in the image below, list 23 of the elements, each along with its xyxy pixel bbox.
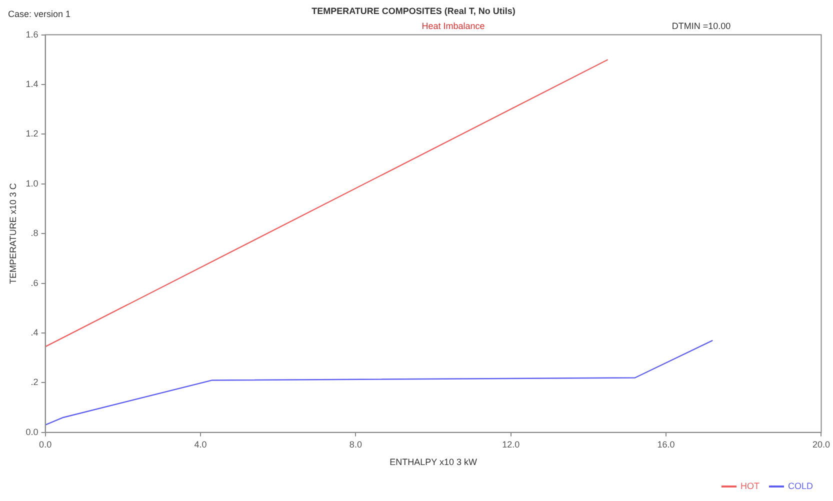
y-tick-label: .4 xyxy=(30,327,38,338)
x-tick-label: 8.0 xyxy=(349,439,362,450)
x-tick-label: 20.0 xyxy=(812,439,830,450)
x-tick-label: 12.0 xyxy=(502,439,520,450)
y-tick-label: 1.2 xyxy=(26,128,38,139)
x-axis-title: ENTHALPY x10 3 kW xyxy=(390,457,478,468)
y-tick-label: 1.4 xyxy=(26,78,38,89)
x-tick-label: 16.0 xyxy=(657,439,675,450)
y-tick-label: .8 xyxy=(30,228,38,238)
legend-label: COLD xyxy=(788,480,814,491)
y-tick-label: 1.0 xyxy=(26,178,38,188)
y-tick-label: 1.6 xyxy=(26,29,38,40)
text: Case: version 1 xyxy=(8,8,71,19)
x-tick-label: 0.0 xyxy=(39,439,52,450)
y-tick-label: .6 xyxy=(30,278,38,288)
x-tick-label: 4.0 xyxy=(194,439,207,450)
y-axis-title: TEMPERATURE x10 3 C xyxy=(8,182,18,284)
text: DTMIN =10.00 xyxy=(672,20,731,31)
text: Heat Imbalance xyxy=(422,20,485,31)
chart-title: TEMPERATURE COMPOSITES (Real T, No Utils) xyxy=(312,6,516,16)
legend-label: HOT xyxy=(740,480,760,491)
y-tick-label: 0.0 xyxy=(26,426,38,437)
y-tick-label: .2 xyxy=(30,377,38,388)
